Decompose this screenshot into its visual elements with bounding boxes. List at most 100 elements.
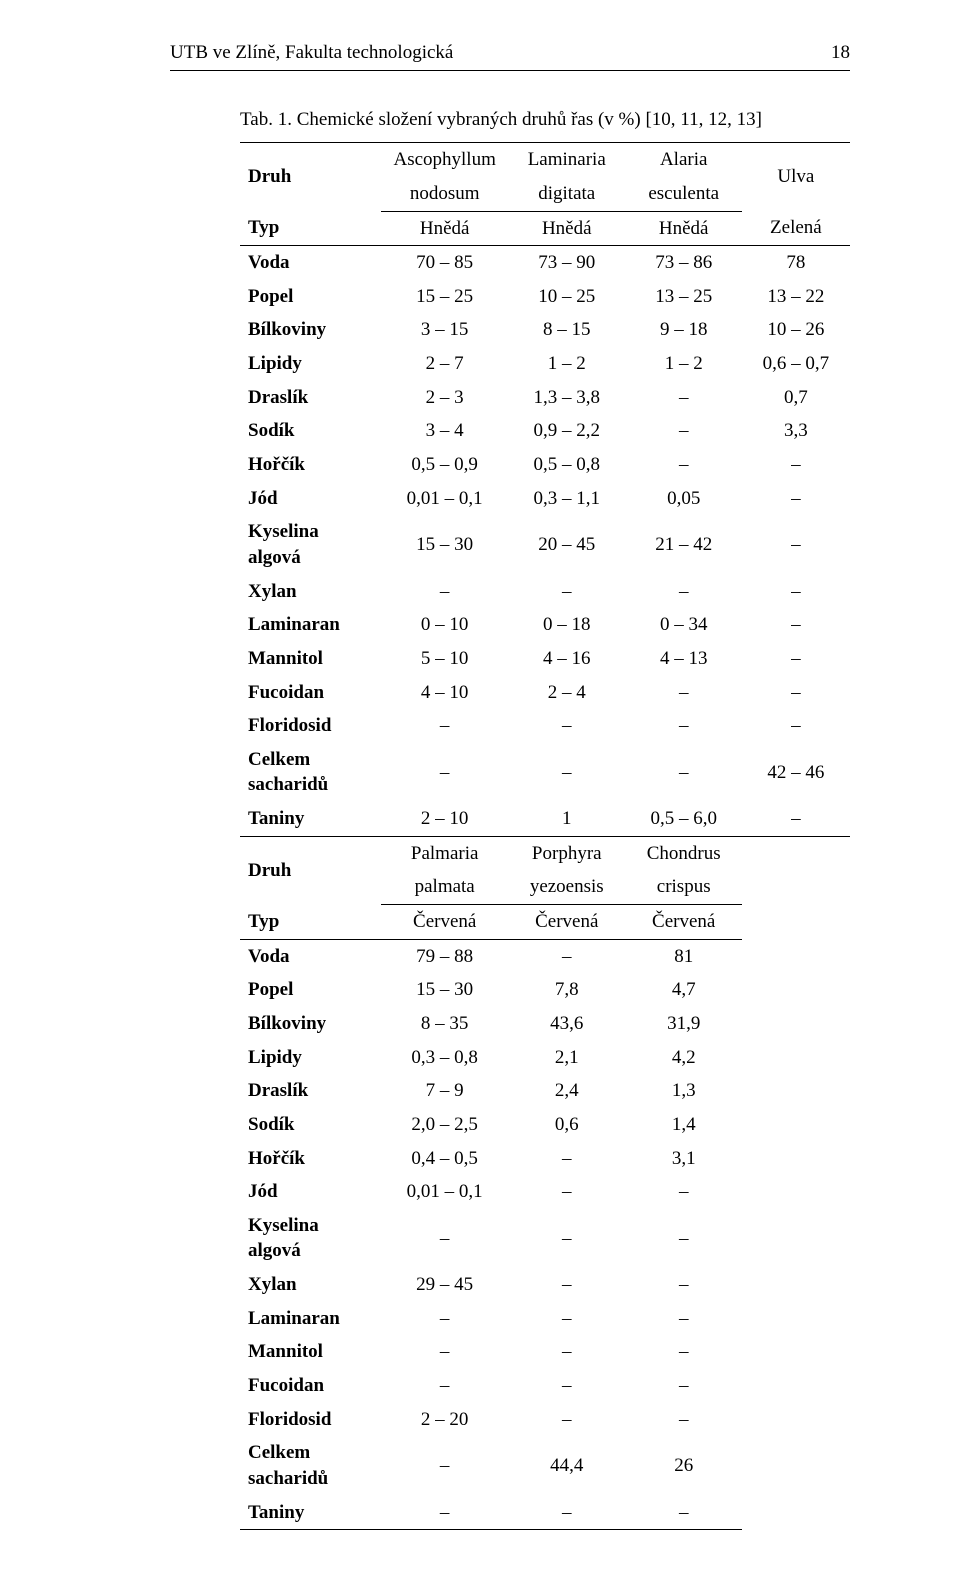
row-label-horcik2: Hořčík: [240, 1142, 381, 1176]
cell: –: [508, 709, 626, 743]
cell: 29 – 45: [381, 1268, 507, 1302]
row-label-kyselina1b: Kyselina: [240, 1209, 381, 1239]
cell: –: [381, 1496, 507, 1530]
species-c1b: nodosum: [381, 177, 507, 211]
cell: Zelená: [742, 211, 850, 246]
row-label-laminaran2: Laminaran: [240, 1302, 381, 1336]
table-row: Taniny 2 – 10 1 0,5 – 6,0 –: [240, 802, 850, 836]
row-label-xylan2: Xylan: [240, 1268, 381, 1302]
row-label-fucoidan2: Fucoidan: [240, 1369, 381, 1403]
cell: 20 – 45: [508, 515, 626, 574]
blank-cell: [742, 836, 850, 904]
blank-cell: [742, 1436, 850, 1495]
header-page-number: 18: [831, 40, 850, 66]
cell: –: [381, 1369, 507, 1403]
cell: –: [381, 575, 507, 609]
row-label-celkem1b: Celkem: [240, 1436, 381, 1466]
cell: 3,3: [742, 414, 850, 448]
blank-cell: [742, 1175, 850, 1209]
blank-cell: [742, 1108, 850, 1142]
species-c2b: digitata: [508, 177, 626, 211]
cell: 7 – 9: [381, 1074, 507, 1108]
cell: 81: [626, 939, 742, 973]
row-label-sodik2: Sodík: [240, 1108, 381, 1142]
row-label-fucoidan: Fucoidan: [240, 676, 381, 710]
cell: –: [626, 1175, 742, 1209]
cell: –: [742, 575, 850, 609]
row-label-draslik: Draslík: [240, 381, 381, 415]
table-row: Floridosid 2 – 20 – –: [240, 1403, 850, 1437]
cell: –: [626, 1403, 742, 1437]
row-label-typ2: Typ: [240, 905, 381, 940]
cell: –: [508, 743, 626, 802]
cell: 0,5 – 0,9: [381, 448, 507, 482]
cell: Červená: [381, 905, 507, 940]
cell: 0,05: [626, 482, 742, 516]
table-row: Xylan – – – –: [240, 575, 850, 609]
row-label-voda2: Voda: [240, 939, 381, 973]
species2-c1a: Palmaria: [381, 836, 507, 870]
blank-cell: [742, 1142, 850, 1176]
cell: 0,01 – 0,1: [381, 482, 507, 516]
cell: 10 – 25: [508, 280, 626, 314]
table-row: Bílkoviny 3 – 15 8 – 15 9 – 18 10 – 26: [240, 313, 850, 347]
cell: Červená: [508, 905, 626, 940]
row-label-popel2: Popel: [240, 973, 381, 1007]
blank-cell: [742, 1268, 850, 1302]
row-label-kyselina1: Kyselina: [240, 515, 381, 545]
cell: 1: [508, 802, 626, 836]
table-row: Fucoidan 4 – 10 2 – 4 – –: [240, 676, 850, 710]
row-label-taniny2: Taniny: [240, 1496, 381, 1530]
cell: –: [626, 448, 742, 482]
table-row: Draslík 2 – 3 1,3 – 3,8 – 0,7: [240, 381, 850, 415]
cell: 78: [742, 246, 850, 280]
row-label-mannitol2: Mannitol: [240, 1335, 381, 1369]
cell: 0,01 – 0,1: [381, 1175, 507, 1209]
table-row: Mannitol 5 – 10 4 – 16 4 – 13 –: [240, 642, 850, 676]
blank-cell: [742, 973, 850, 1007]
page: UTB ve Zlíně, Fakulta technologická 18 T…: [0, 0, 960, 1590]
row-label-lipidy: Lipidy: [240, 347, 381, 381]
cell: –: [381, 1335, 507, 1369]
cell: –: [626, 709, 742, 743]
cell: 4,7: [626, 973, 742, 1007]
table-row: Jód 0,01 – 0,1 – –: [240, 1175, 850, 1209]
cell: 44,4: [508, 1436, 626, 1495]
cell: 5 – 10: [381, 642, 507, 676]
species2-c3a: Chondrus: [626, 836, 742, 870]
cell: 42 – 46: [742, 743, 850, 802]
cell: 15 – 30: [381, 515, 507, 574]
cell: –: [508, 1175, 626, 1209]
cell: –: [508, 1142, 626, 1176]
species-c2a: Laminaria: [508, 143, 626, 177]
species2-c2b: yezoensis: [508, 870, 626, 904]
page-header: UTB ve Zlíně, Fakulta technologická 18: [170, 40, 850, 71]
cell: 0,5 – 6,0: [626, 802, 742, 836]
cell: 0,6 – 0,7: [742, 347, 850, 381]
species2-c1b: palmata: [381, 870, 507, 904]
cell: –: [381, 1209, 507, 1268]
cell: 3 – 4: [381, 414, 507, 448]
cell: 1,3: [626, 1074, 742, 1108]
cell: 79 – 88: [381, 939, 507, 973]
cell: 0,3 – 0,8: [381, 1041, 507, 1075]
cell: 15 – 25: [381, 280, 507, 314]
cell: 2 – 20: [381, 1403, 507, 1437]
row-label-mannitol: Mannitol: [240, 642, 381, 676]
cell: 2 – 10: [381, 802, 507, 836]
blank-cell: [742, 1496, 850, 1530]
cell: –: [626, 743, 742, 802]
table-row: Sodík 3 – 4 0,9 – 2,2 – 3,3: [240, 414, 850, 448]
row-label-celkem1: Celkem: [240, 743, 381, 773]
table-row: Jód 0,01 – 0,1 0,3 – 1,1 0,05 –: [240, 482, 850, 516]
species-c3a: Alaria: [626, 143, 742, 177]
cell: Hnědá: [626, 211, 742, 246]
row-label-kyselina2b: algová: [240, 1238, 381, 1268]
blank-cell: [742, 939, 850, 973]
species2-c2a: Porphyra: [508, 836, 626, 870]
cell: 4,2: [626, 1041, 742, 1075]
table-row: Bílkoviny 8 – 35 43,6 31,9: [240, 1007, 850, 1041]
cell: –: [508, 1302, 626, 1336]
cell: –: [626, 1369, 742, 1403]
row-label-voda: Voda: [240, 246, 381, 280]
